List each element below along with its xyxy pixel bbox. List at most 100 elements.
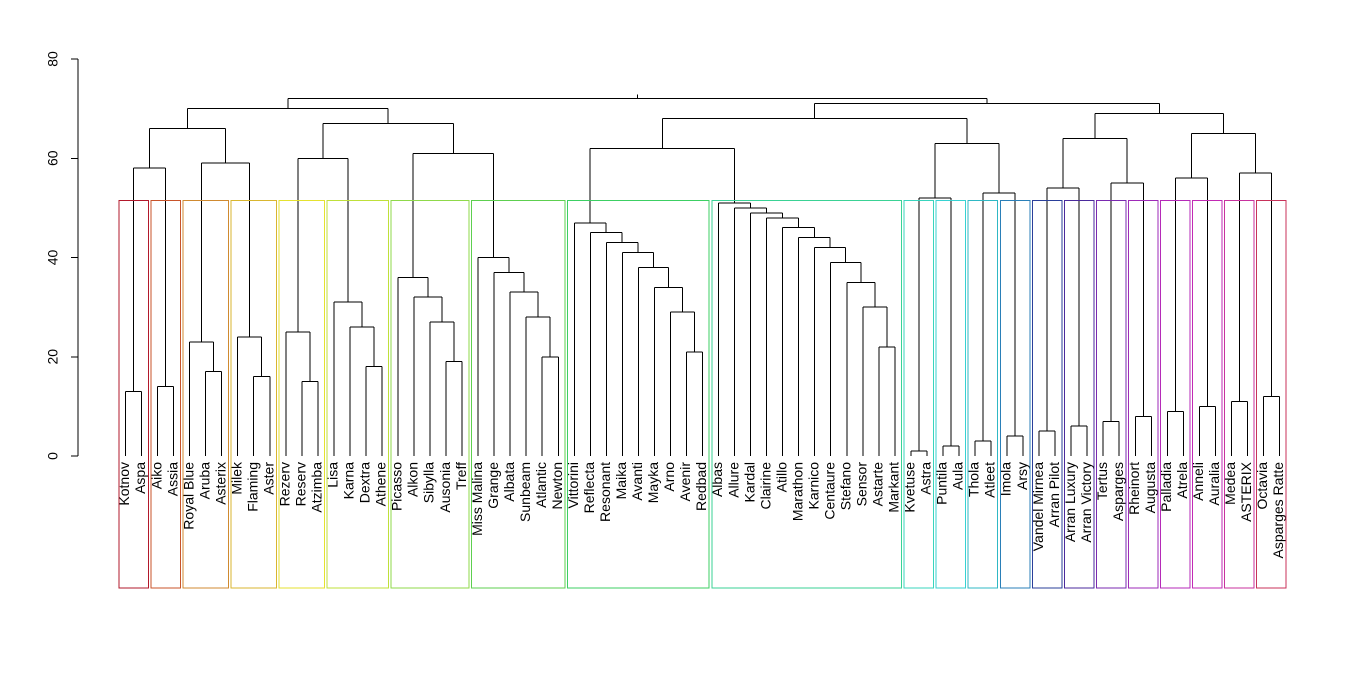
leaf-label: Alkon bbox=[405, 462, 421, 497]
leaf-label: Kvetuse bbox=[902, 462, 918, 513]
leaf-label: Mayka bbox=[645, 462, 661, 503]
cluster-box bbox=[182, 199, 229, 589]
leaf-label: Atlantic bbox=[533, 462, 549, 508]
cluster-box bbox=[1192, 199, 1223, 589]
cluster-box bbox=[935, 199, 967, 589]
cluster-box bbox=[1063, 199, 1095, 589]
leaf-label: Dextra bbox=[357, 462, 373, 503]
cluster-box bbox=[278, 199, 326, 589]
leaf-label: Avenir bbox=[677, 462, 693, 502]
cluster-box bbox=[118, 199, 149, 589]
leaf-label: Aspa bbox=[132, 462, 148, 494]
leaf-label: Kardal bbox=[741, 462, 757, 502]
cluster-box bbox=[711, 199, 903, 589]
leaf-label: Arsy bbox=[1014, 462, 1030, 490]
leaf-label: Atillo bbox=[773, 462, 789, 493]
leaf-label: Sunbeam bbox=[517, 462, 533, 522]
cluster-box bbox=[1256, 199, 1287, 589]
leaf-label: Redbad bbox=[693, 462, 709, 511]
leaf-label: Clairine bbox=[757, 462, 773, 510]
leaf-label: Arno bbox=[661, 462, 677, 492]
leaf-label: Miss Malina bbox=[469, 462, 485, 536]
leaf-label: Medea bbox=[1222, 462, 1238, 505]
leaf-label: Sibylla bbox=[421, 462, 437, 503]
leaf-label: Imola bbox=[998, 462, 1014, 496]
leaf-label: Auralia bbox=[1206, 462, 1222, 506]
leaf-label: Arran Luxury bbox=[1062, 462, 1078, 542]
leaf-label: Allure bbox=[725, 462, 741, 498]
leaf-label: Resonant bbox=[597, 462, 613, 522]
leaf-label: Atzimba bbox=[309, 462, 325, 513]
cluster-box bbox=[1095, 199, 1127, 589]
cluster-box bbox=[967, 199, 999, 589]
leaf-label: Lisa bbox=[325, 462, 341, 488]
leaf-label: Grange bbox=[485, 462, 501, 509]
leaf-label: Avanti bbox=[629, 462, 645, 501]
y-tick-label: 20 bbox=[45, 349, 61, 365]
leaf-label: Rezerv bbox=[276, 462, 292, 506]
cluster-box bbox=[230, 199, 277, 589]
leaf-label: Arran Victory bbox=[1078, 462, 1094, 543]
cluster-box bbox=[150, 199, 181, 589]
leaf-label: Asterix bbox=[212, 462, 228, 505]
leaf-label: Aula bbox=[950, 462, 966, 490]
leaf-label: Atrela bbox=[1174, 462, 1190, 499]
leaf-label: Flaming bbox=[244, 462, 260, 512]
cluster-box bbox=[1224, 199, 1255, 589]
dendrogram-tree bbox=[125, 94, 1280, 456]
leaf-label: Tertus bbox=[1094, 462, 1110, 500]
leaf-label: Karna bbox=[341, 462, 357, 500]
leaf-label: Asparges Ratte bbox=[1270, 462, 1286, 559]
leaf-label: Asparges bbox=[1110, 462, 1126, 521]
leaf-label: Palladia bbox=[1158, 462, 1174, 512]
leaf-label: Puntila bbox=[934, 462, 950, 505]
leaf-label: Assia bbox=[164, 462, 180, 496]
leaf-label: Royal Blue bbox=[180, 462, 196, 530]
leaf-label: Ausonia bbox=[437, 462, 453, 513]
leaf-label: Stefano bbox=[837, 462, 853, 510]
leaf-label: Milek bbox=[228, 461, 244, 495]
leaf-label: Maika bbox=[613, 462, 629, 500]
y-tick-label: 80 bbox=[45, 51, 61, 67]
leaf-label: Augusta bbox=[1142, 462, 1158, 514]
leaf-label: Centaure bbox=[821, 462, 837, 520]
leaf-label: Anneli bbox=[1190, 462, 1206, 501]
leaf-label: Atleet bbox=[982, 462, 998, 498]
leaf-label: Markant bbox=[886, 462, 902, 513]
leaf-label: Aiko bbox=[148, 462, 164, 489]
leaf-label: Karnico bbox=[805, 462, 821, 510]
leaf-label: Picasso bbox=[389, 462, 405, 511]
leaf-label: Athene bbox=[373, 462, 389, 507]
leaf-label: Octavia bbox=[1254, 462, 1270, 510]
cluster-box bbox=[567, 199, 710, 589]
leaf-label: Vittorini bbox=[565, 462, 581, 508]
leaf-label: ASTERIX bbox=[1238, 461, 1254, 522]
leaf-label: Aster bbox=[260, 462, 276, 495]
leaf-label: Rheinort bbox=[1126, 462, 1142, 515]
leaf-label: Treff bbox=[453, 462, 469, 490]
cluster-boxes bbox=[118, 199, 1287, 589]
cluster-box bbox=[1128, 199, 1159, 589]
cluster-box bbox=[1160, 199, 1191, 589]
y-tick-label: 40 bbox=[45, 250, 61, 266]
leaf-label: Aruba bbox=[196, 462, 212, 500]
leaf-label: Reflecta bbox=[581, 462, 597, 514]
y-tick-label: 60 bbox=[45, 150, 61, 166]
y-axis: 0 20 40 60 80 bbox=[45, 51, 79, 460]
leaf-label: Albata bbox=[501, 462, 517, 502]
cluster-box bbox=[903, 199, 935, 589]
cluster-box bbox=[326, 199, 390, 589]
leaf-label: Vandel Mirnea bbox=[1030, 462, 1046, 551]
cluster-box bbox=[1031, 199, 1063, 589]
leaf-label: Reserv bbox=[293, 462, 309, 506]
leaf-label: Kotnov bbox=[116, 462, 132, 506]
leaf-label: Albas bbox=[709, 462, 725, 497]
leaf-label: Arran Pilot bbox=[1046, 462, 1062, 527]
leaf-label: Astra bbox=[918, 462, 934, 495]
leaf-label: Thola bbox=[966, 462, 982, 497]
leaf-label: Astarte bbox=[870, 462, 886, 507]
leaf-label: Sensor bbox=[853, 462, 869, 507]
cluster-box bbox=[390, 199, 470, 589]
leaf-labels: Kotnov Aspa Aiko Assia Royal Blue Aruba Asteri… bbox=[116, 461, 1286, 558]
